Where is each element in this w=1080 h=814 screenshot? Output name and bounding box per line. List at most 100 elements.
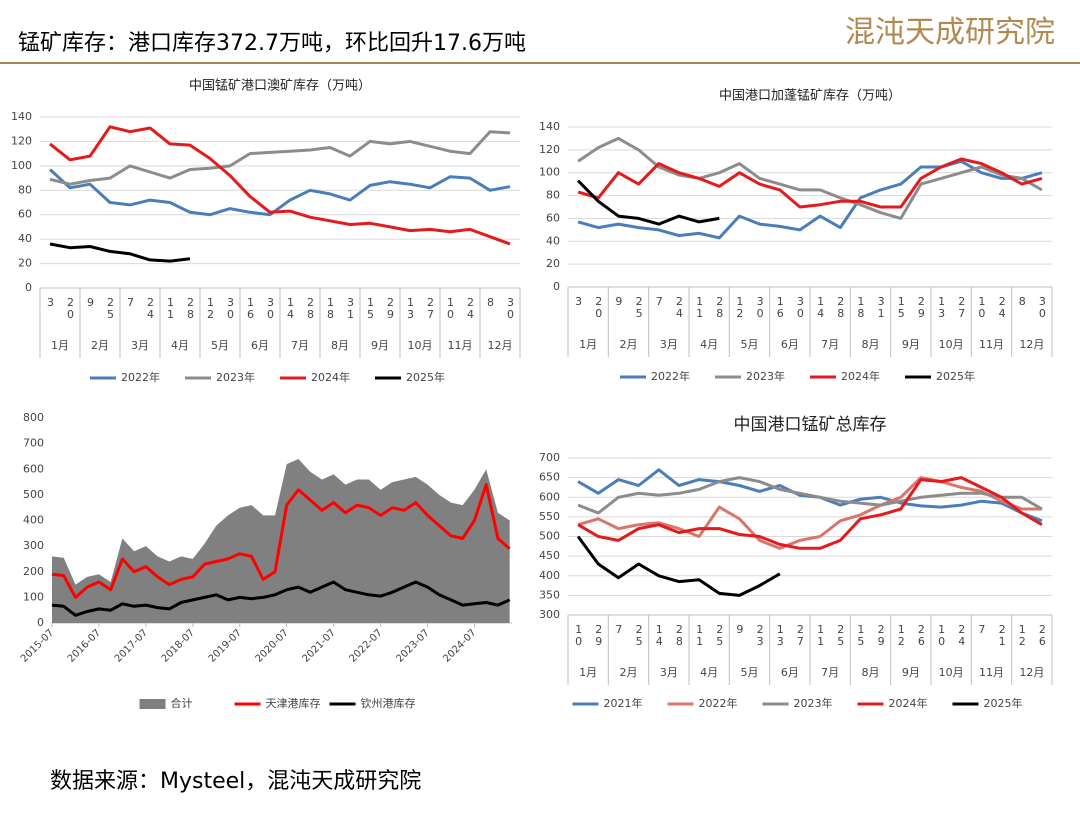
x-tick-label: 26 bbox=[915, 623, 928, 647]
x-tick-label: 2024-07 bbox=[441, 627, 478, 664]
y-tick-label: 550 bbox=[539, 510, 560, 523]
x-tick-label: 26 bbox=[1036, 623, 1049, 647]
month-label: 5月 bbox=[741, 666, 759, 679]
x-tick-label: 30 bbox=[264, 296, 277, 320]
x-tick-label: 13 bbox=[774, 623, 787, 647]
legend-label: 2023年 bbox=[746, 369, 785, 383]
x-tick-label: 24 bbox=[996, 295, 1009, 319]
x-tick-label: 31 bbox=[344, 296, 357, 320]
y-tick-label: 40 bbox=[18, 232, 32, 245]
month-label: 1月 bbox=[51, 339, 69, 352]
x-tick-label: 28 bbox=[184, 296, 197, 320]
x-tick-label: 14 bbox=[653, 623, 666, 647]
y-tick-label: 100 bbox=[11, 159, 32, 172]
x-tick-label: 27 bbox=[424, 296, 437, 320]
x-tick-label: 7 bbox=[124, 296, 137, 308]
month-label: 2月 bbox=[620, 338, 638, 351]
x-tick-label: 8 bbox=[484, 296, 497, 308]
x-tick-label: 12 bbox=[1016, 623, 1029, 647]
y-tick-label: 600 bbox=[23, 462, 44, 475]
x-tick-label: 30 bbox=[224, 296, 237, 320]
x-tick-label: 12 bbox=[895, 623, 908, 647]
x-tick-label: 30 bbox=[504, 296, 517, 320]
month-label: 12月 bbox=[488, 339, 513, 352]
series-line bbox=[577, 159, 1043, 240]
x-tick-label: 7 bbox=[975, 623, 988, 635]
series-line bbox=[48, 168, 511, 217]
x-tick-label: 29 bbox=[592, 623, 605, 647]
series-line bbox=[51, 483, 511, 599]
x-tick-label: 2017-07 bbox=[113, 627, 150, 664]
series-line bbox=[49, 125, 511, 246]
y-tick-label: 300 bbox=[539, 608, 560, 621]
legend-label: 2023年 bbox=[794, 696, 833, 710]
x-tick-label: 3 bbox=[44, 296, 57, 308]
x-tick-label: 9 bbox=[733, 623, 746, 635]
x-tick-label: 25 bbox=[633, 295, 646, 319]
x-tick-label: 8 bbox=[1016, 295, 1029, 307]
legend-label: 合计 bbox=[171, 696, 193, 710]
y-tick-label: 0 bbox=[553, 280, 560, 293]
legend-label: 2024年 bbox=[311, 370, 350, 384]
y-tick-label: 500 bbox=[23, 488, 44, 501]
month-label: 4月 bbox=[700, 666, 718, 679]
month-label: 4月 bbox=[700, 338, 718, 351]
logo: 混沌天成研究院 bbox=[845, 15, 1055, 50]
x-tick-label: 25 bbox=[633, 623, 646, 647]
x-tick-label: 12 bbox=[733, 295, 746, 319]
y-tick-label: 200 bbox=[23, 565, 44, 578]
month-label: 8月 bbox=[331, 339, 349, 352]
y-tick-label: 700 bbox=[23, 437, 44, 450]
legend-label: 2025年 bbox=[936, 369, 975, 383]
x-tick-label: 29 bbox=[384, 296, 397, 320]
series-line bbox=[577, 476, 1042, 550]
month-label: 7月 bbox=[821, 338, 839, 351]
x-tick-label: 30 bbox=[1036, 295, 1049, 319]
x-tick-label: 10 bbox=[572, 623, 585, 647]
y-tick-label: 300 bbox=[23, 539, 44, 552]
x-tick-label: 14 bbox=[814, 295, 827, 319]
y-tick-label: 40 bbox=[546, 234, 560, 247]
y-tick-label: 120 bbox=[11, 134, 32, 147]
legend-label: 钦州港库存 bbox=[361, 696, 416, 710]
y-tick-label: 140 bbox=[539, 120, 560, 133]
x-tick-label: 15 bbox=[364, 296, 377, 320]
month-label: 11月 bbox=[979, 666, 1004, 679]
y-tick-label: 400 bbox=[23, 514, 44, 527]
series-line bbox=[577, 157, 1043, 209]
x-tick-label: 16 bbox=[244, 296, 257, 320]
x-tick-label: 18 bbox=[324, 296, 337, 320]
month-label: 8月 bbox=[862, 666, 880, 679]
series-line bbox=[49, 130, 511, 186]
month-label: 11月 bbox=[979, 338, 1004, 351]
y-tick-label: 80 bbox=[18, 183, 32, 196]
x-tick-label: 24 bbox=[144, 296, 157, 320]
x-tick-label: 24 bbox=[673, 295, 686, 319]
month-label: 6月 bbox=[781, 666, 799, 679]
y-tick-label: 20 bbox=[546, 257, 560, 270]
x-tick-label: 20 bbox=[592, 295, 605, 319]
x-tick-label: 28 bbox=[304, 296, 317, 320]
month-label: 1月 bbox=[579, 666, 597, 679]
y-tick-label: 140 bbox=[11, 110, 32, 123]
x-tick-label: 9 bbox=[84, 296, 97, 308]
month-label: 7月 bbox=[291, 339, 309, 352]
series-line bbox=[577, 476, 1043, 515]
x-tick-label: 15 bbox=[854, 623, 867, 647]
y-tick-label: 650 bbox=[539, 471, 560, 484]
month-label: 8月 bbox=[862, 338, 880, 351]
legend-label: 2022年 bbox=[121, 370, 160, 384]
x-tick-label: 2023-07 bbox=[394, 627, 431, 664]
x-tick-label: 28 bbox=[713, 295, 726, 319]
x-tick-label: 21 bbox=[996, 623, 1009, 647]
y-tick-label: 60 bbox=[18, 208, 32, 221]
y-tick-label: 100 bbox=[539, 166, 560, 179]
month-label: 2月 bbox=[620, 666, 638, 679]
slide-title: 锰矿库存：港口库存372.7万吨，环比回升17.6万吨 bbox=[18, 31, 526, 56]
month-label: 9月 bbox=[902, 666, 920, 679]
x-tick-label: 2022-07 bbox=[347, 627, 384, 664]
y-tick-label: 0 bbox=[37, 616, 44, 629]
x-tick-label: 10 bbox=[935, 623, 948, 647]
legend-label: 天津港库存 bbox=[266, 696, 321, 710]
